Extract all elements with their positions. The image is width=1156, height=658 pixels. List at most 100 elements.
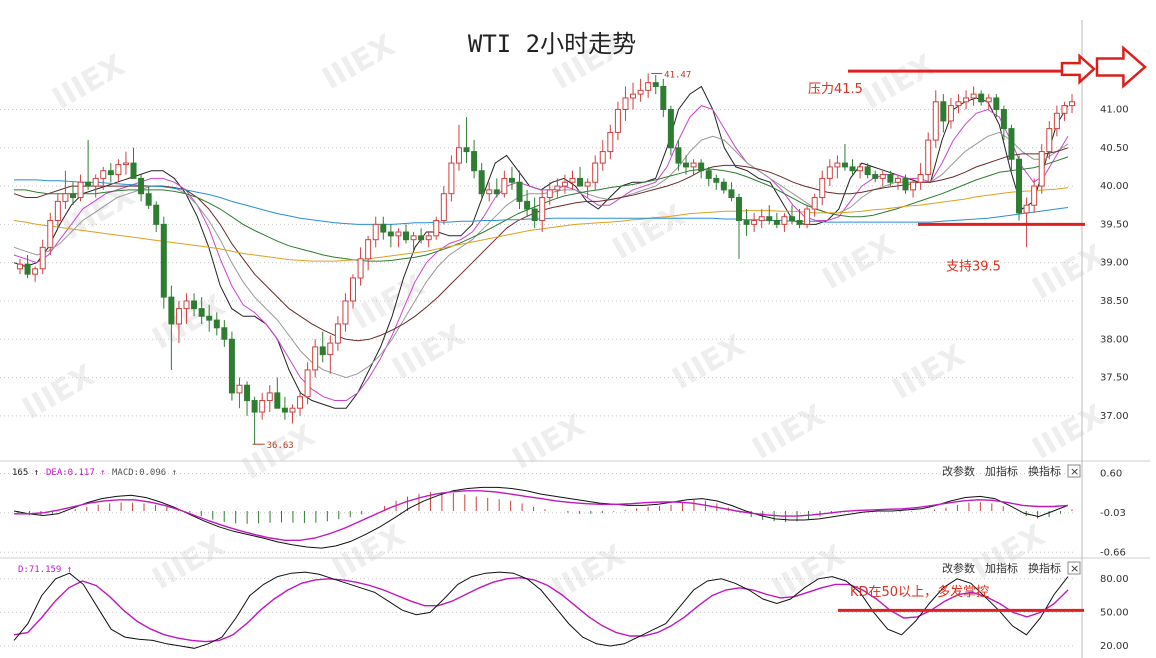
candle-body: [584, 181, 591, 187]
candle: [630, 82, 637, 110]
candle: [796, 209, 803, 229]
change-params-button[interactable]: 改参数: [942, 561, 975, 575]
candle-body: [350, 277, 357, 302]
candle-body: [546, 189, 553, 199]
candle-body: [69, 193, 76, 199]
price-tick-label: 40.00: [1100, 181, 1129, 192]
candle-body: [985, 97, 992, 103]
candle: [667, 105, 674, 156]
candle: [251, 396, 258, 445]
candle-body: [448, 162, 455, 195]
candle: [350, 274, 357, 309]
candle: [607, 124, 614, 160]
candle-body: [667, 108, 674, 149]
price-tick-label: 38.50: [1100, 296, 1129, 307]
candle-body: [85, 181, 92, 187]
candle: [191, 293, 198, 317]
candle: [811, 193, 818, 217]
candle-body: [539, 197, 546, 222]
candle: [894, 174, 901, 190]
right-arrow-icon: [1060, 53, 1096, 85]
kd-k-line: [13, 571, 1069, 649]
candle: [645, 73, 652, 98]
candle: [77, 174, 84, 202]
candle-body: [54, 200, 61, 222]
candle-body: [531, 208, 538, 222]
kd-d-label: D:71.159 ↑: [18, 565, 72, 575]
switch-indicator-button[interactable]: 换指标: [1028, 464, 1061, 478]
price-tick-label: 41.00: [1100, 104, 1129, 115]
candle: [463, 117, 470, 164]
candle: [592, 155, 599, 190]
candle: [183, 293, 190, 324]
candle-body: [1008, 128, 1015, 160]
candle-body: [864, 166, 871, 176]
candle-body: [561, 181, 568, 187]
candle: [508, 166, 515, 190]
candle-body: [122, 162, 129, 166]
candle-body: [849, 166, 856, 172]
candle-body: [402, 231, 409, 241]
candle-body: [433, 220, 440, 237]
candle-body: [796, 220, 803, 225]
candle-body: [297, 396, 304, 409]
candle-body: [493, 189, 500, 195]
candle-body: [947, 105, 954, 122]
candle: [1061, 101, 1068, 121]
add-indicator-button[interactable]: 加指标: [985, 561, 1018, 575]
resistance-label: 压力41.5: [808, 82, 863, 97]
candle-body: [577, 177, 584, 187]
candle-body: [955, 101, 962, 107]
add-indicator-button[interactable]: 加指标: [985, 464, 1018, 478]
candle: [1038, 143, 1045, 194]
close-button[interactable]: ×: [1067, 561, 1081, 575]
candle-body: [244, 384, 251, 402]
candle: [841, 143, 848, 171]
close-box: [1067, 464, 1081, 478]
candle-body: [228, 338, 235, 394]
candle: [970, 86, 977, 106]
price-tick-label: 37.00: [1100, 411, 1129, 422]
candle: [266, 385, 273, 413]
candle-body: [425, 235, 432, 241]
candle-body: [191, 300, 198, 310]
kd-panel: D:71.159 ↑ 80.00 50.00 20.00 改参数 加指标 换指标 × KD…: [13, 561, 1129, 652]
close-button[interactable]: ×: [1067, 464, 1081, 478]
candle: [213, 312, 220, 336]
candle: [849, 159, 856, 175]
change-params-button[interactable]: 改参数: [942, 464, 975, 478]
candle: [781, 212, 788, 233]
candle: [766, 205, 773, 225]
price-tick-label: 39.50: [1100, 219, 1129, 230]
candle-body: [872, 174, 879, 179]
candle-body: [970, 93, 977, 99]
candle-body: [683, 162, 690, 168]
candle-body: [645, 82, 652, 91]
candle-body: [614, 108, 621, 133]
candle: [24, 255, 31, 278]
kd-annotation: KD在50以上，多发掌控: [850, 584, 989, 600]
candle-body: [857, 166, 864, 172]
candle: [925, 132, 932, 183]
candle: [978, 90, 985, 106]
candle: [1008, 124, 1015, 171]
macd-dif-label: 165 ↑: [12, 468, 39, 478]
candle-body: [115, 164, 122, 176]
switch-indicator-button[interactable]: 换指标: [1028, 561, 1061, 575]
candle-body: [826, 166, 833, 179]
moving-average-line: [13, 105, 1069, 401]
candle: [274, 377, 281, 409]
support-label: 支持39.5: [946, 259, 1001, 274]
candle: [455, 124, 462, 171]
price-axis: 41.00 40.50 40.00 39.50 39.00 38.50 38.00 37.50…: [1081, 20, 1129, 658]
candle: [531, 197, 538, 229]
candle-body: [910, 181, 917, 191]
price-tick-label: 40.50: [1100, 143, 1129, 154]
moving-average-line: [13, 85, 1069, 409]
candle: [554, 178, 561, 198]
kd-tick-label: 80.00: [1100, 574, 1129, 585]
candle-body: [395, 231, 402, 237]
candle-body: [811, 197, 818, 210]
candle: [1016, 155, 1023, 221]
kd-tick-label: 20.00: [1100, 641, 1129, 652]
